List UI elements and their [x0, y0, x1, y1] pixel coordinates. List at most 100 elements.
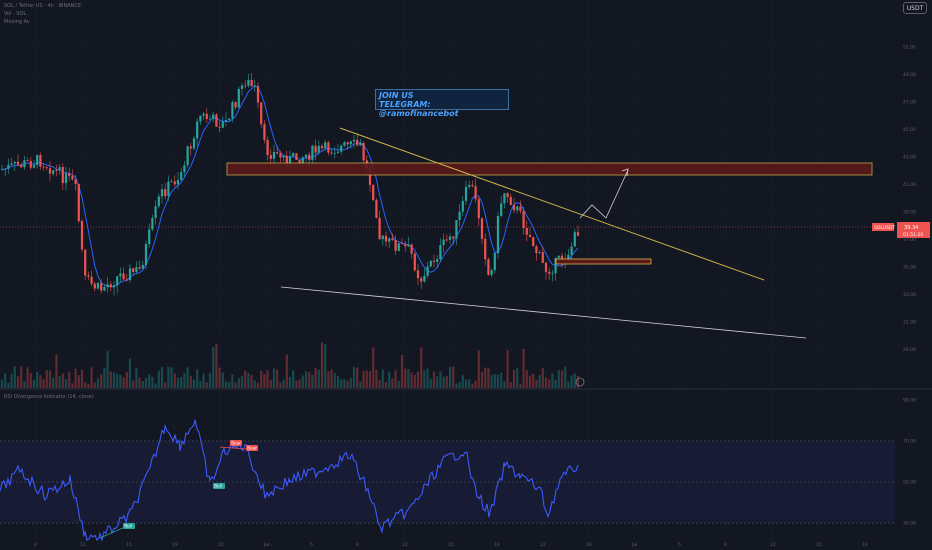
candle-body [250, 79, 253, 87]
volume-bar [164, 382, 167, 388]
volume-bar [122, 377, 125, 388]
volume-bar [343, 379, 346, 388]
candle-body [544, 262, 548, 272]
candle-body [298, 160, 301, 164]
candle-body [496, 216, 500, 254]
support-box [555, 258, 652, 265]
candle-body [394, 239, 397, 251]
candle-body [240, 85, 244, 90]
candle-body [58, 167, 61, 171]
candle-body [400, 243, 404, 245]
bear-marker: Bear [231, 441, 241, 446]
candle-body [196, 121, 199, 139]
volume-bar [135, 367, 138, 388]
candle-body [90, 276, 93, 284]
candle-body [464, 186, 468, 202]
candle-body [55, 170, 58, 171]
volume-bar [250, 375, 253, 388]
volume-bar [496, 374, 500, 388]
volume-bar [432, 371, 436, 388]
volume-bar [119, 374, 122, 388]
candle-body [173, 181, 176, 185]
bull-marker: Bull [214, 484, 222, 489]
candle-body [272, 152, 276, 159]
candle-body [189, 146, 192, 149]
volume-bar [554, 379, 557, 388]
volume-bar [295, 380, 298, 388]
candle-body [199, 115, 202, 122]
price-tick-label: 35.00 [903, 265, 916, 271]
volume-bar [247, 372, 250, 388]
volume-bar [423, 370, 426, 388]
time-tick-label: 26 [586, 542, 592, 548]
volume-bar [36, 371, 39, 388]
volume-bar [378, 380, 381, 388]
candle-body [570, 246, 573, 255]
volume-bar [260, 370, 263, 388]
volume-bar [96, 378, 100, 388]
volume-bar [327, 371, 330, 388]
candle-body [346, 142, 349, 145]
candle-body [141, 265, 144, 269]
volume-bar [151, 376, 154, 388]
candle-body [292, 153, 295, 157]
volume-bar [525, 370, 528, 388]
candle-body [397, 243, 400, 251]
volume-bar [333, 373, 336, 388]
volume-bar [288, 376, 292, 388]
price-tick-label: 41.00 [903, 182, 916, 188]
candle-body [228, 118, 231, 120]
volume-bar [68, 372, 71, 388]
candle-body [208, 118, 212, 120]
price-tick-label: 31.00 [903, 320, 916, 326]
candle-body [205, 113, 208, 119]
volume-bar [189, 376, 192, 388]
volume-bar [228, 381, 231, 388]
volume-bar [212, 346, 215, 388]
candle-body [192, 138, 196, 149]
volume-bar [538, 374, 541, 388]
candle-body [288, 156, 292, 166]
volume-legend: Vol · SOL [4, 11, 27, 17]
candle-body [445, 239, 448, 241]
time-axis: 8 12 15 19 22 Jun 5 8 12 15 19 22 26 Jul 5 8 12 15 19 [34, 542, 868, 548]
bull-marker-bg [123, 523, 135, 529]
candle-body [448, 236, 452, 240]
volume-bar [20, 366, 23, 388]
rsi-tick-label: 70.00 [903, 439, 916, 445]
volume-bar [157, 370, 160, 388]
currency-button[interactable]: USDT [903, 2, 927, 14]
candle-body [368, 167, 372, 185]
candle-body [308, 154, 311, 160]
candle-body [349, 141, 352, 145]
candle-body [23, 160, 26, 168]
candle-body [352, 139, 356, 142]
volume-bar [100, 374, 103, 388]
volume-bar [90, 367, 93, 388]
candle-body [244, 85, 247, 87]
volume-bar [23, 381, 26, 388]
volume-bar [45, 370, 48, 388]
bear-marker: Bear [247, 446, 257, 451]
volume-bar [493, 374, 496, 388]
volume-bar [272, 368, 276, 388]
volume-bar [452, 366, 455, 388]
volume-bar [359, 381, 362, 388]
bull-divergence-line [99, 526, 126, 539]
volume-bar [10, 373, 13, 388]
candle-body [471, 185, 474, 187]
volume-bar [221, 372, 224, 388]
volume-bar [39, 375, 42, 388]
candle-body [266, 139, 269, 156]
time-tick-label: Jul [631, 542, 637, 548]
time-tick-label: 19 [172, 542, 178, 548]
candle-body [320, 145, 324, 149]
volume-bar [148, 374, 151, 388]
candle-body [186, 146, 189, 166]
volume-bar [477, 350, 480, 388]
volume-bar [560, 370, 564, 388]
candle-body [71, 176, 74, 180]
candle-body [68, 173, 71, 177]
volume-bar [413, 374, 416, 388]
